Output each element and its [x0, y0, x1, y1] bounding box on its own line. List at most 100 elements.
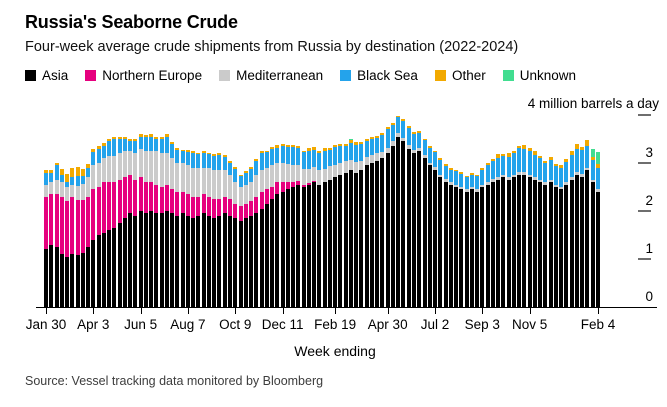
bar-segment-northern-europe: [228, 199, 232, 216]
bar-segment-asia: [401, 141, 406, 307]
bar-segment-mediterranean: [91, 165, 96, 190]
bar-segment-mediterranean: [238, 187, 243, 207]
bar-segment-mediterranean: [343, 161, 348, 173]
bar-segment-northern-europe: [149, 182, 154, 211]
bar-segment-northern-europe: [122, 177, 127, 219]
bar-segment-other: [154, 137, 159, 139]
bar-segment-asia: [107, 230, 112, 307]
bar-segment-other: [96, 146, 101, 149]
bar-segment-mediterranean: [517, 172, 522, 175]
bar-segment-black-sea: [553, 166, 558, 185]
bar-segment-black-sea: [359, 143, 364, 161]
bar-segment-other: [343, 143, 348, 146]
bar-segment-asia: [333, 177, 338, 307]
bar-segment-black-sea: [401, 120, 406, 138]
bar-segment-mediterranean: [243, 184, 248, 204]
bar-segment-unknown: [596, 151, 600, 164]
bar-segment-asia: [301, 187, 306, 307]
bar-segment-mediterranean: [522, 172, 527, 175]
bar-segment-northern-europe: [154, 184, 159, 214]
bar-segment-other: [485, 163, 490, 166]
bar-segment-asia: [464, 191, 469, 307]
bar-segment-mediterranean: [412, 149, 416, 154]
bar-segment-other: [149, 134, 154, 137]
bar-segment-northern-europe: [264, 189, 269, 204]
bar-segment-asia: [222, 213, 227, 307]
bar-segment-black-sea: [375, 138, 380, 154]
bar-segment-black-sea: [538, 158, 543, 180]
bar-segment-black-sea: [301, 152, 306, 170]
bar-segment-asia: [159, 213, 164, 307]
bar-segment-black-sea: [427, 148, 432, 163]
legend-label: Unknown: [519, 68, 576, 83]
bar-segment-asia: [164, 211, 169, 307]
bar-segment-black-sea: [574, 149, 579, 173]
bar-segment-mediterranean: [543, 182, 548, 185]
bar-segment-asia: [343, 172, 348, 307]
bar-segment-asia: [44, 249, 48, 307]
legend-item-northern-europe: Northern Europe: [85, 68, 202, 83]
bar-segment-northern-europe: [280, 182, 285, 192]
bar-segment-other: [228, 161, 232, 163]
bar-segment-black-sea: [543, 163, 548, 183]
bar-segment-northern-europe: [107, 182, 112, 231]
y-tick-label: 3: [645, 145, 653, 160]
bar-segment-asia: [270, 199, 275, 307]
bar-segment-mediterranean: [128, 151, 133, 175]
bar-segment-mediterranean: [112, 155, 117, 183]
bar-segment-black-sea: [496, 157, 501, 177]
legend-item-other: Other: [434, 68, 486, 83]
bar-segment-asia: [427, 165, 432, 307]
bar-segment-other: [138, 134, 143, 137]
bar-segment-black-sea: [49, 172, 54, 183]
bar-segment-northern-europe: [185, 194, 190, 216]
bar-segment-mediterranean: [369, 155, 374, 163]
bar-segment-black-sea: [475, 175, 480, 190]
bar-segment-mediterranean: [348, 159, 353, 171]
bar-segment-other: [412, 132, 416, 135]
bar-segment-other: [396, 115, 401, 118]
bar-segment-asia: [369, 163, 374, 307]
bar-segment-other: [422, 139, 427, 141]
bar-segment-mediterranean: [296, 164, 301, 181]
bar-segment-asia: [91, 239, 96, 307]
bar-segment-mediterranean: [44, 184, 48, 197]
bar-segment-mediterranean: [133, 153, 138, 180]
bar-segment-mediterranean: [354, 162, 359, 173]
bar-segment-mediterranean: [338, 163, 343, 175]
bar-segment-other: [522, 145, 527, 150]
bar-segment-asia: [228, 215, 232, 307]
legend-swatch-other-icon: [434, 70, 446, 81]
bar-segment-unknown: [590, 148, 595, 158]
bar-segment-mediterranean: [285, 163, 290, 183]
bar-segment-other: [170, 141, 175, 144]
bar-segment-other: [406, 125, 411, 128]
bar-segment-other: [128, 139, 133, 142]
bar-segment-other: [580, 147, 585, 150]
bar-segment-other: [564, 159, 569, 163]
bar-segment-asia: [380, 158, 385, 307]
bar-segment-asia: [553, 187, 558, 307]
bar-segment-other: [417, 131, 422, 134]
bar-segment-northern-europe: [312, 181, 317, 183]
bar-segment-mediterranean: [406, 144, 411, 149]
bar-segment-mediterranean: [480, 184, 485, 187]
bar-segment-other: [112, 136, 117, 139]
bar-segment-other: [296, 145, 301, 149]
bar-segment-asia: [185, 215, 190, 307]
x-tick-label: Apr 3: [77, 317, 110, 332]
bar-segment-mediterranean: [527, 174, 532, 178]
bar-segment-asia: [548, 182, 553, 307]
bar-segment-asia: [206, 215, 211, 307]
legend-item-black-sea: Black Sea: [340, 68, 418, 83]
bar-segment-other: [490, 158, 495, 162]
legend-label: Other: [451, 68, 486, 83]
bar-segment-mediterranean: [490, 179, 495, 183]
bar-segment-asia: [280, 191, 285, 307]
bar-segment-other: [249, 167, 254, 169]
x-tick-label: Feb 4: [580, 317, 616, 332]
y-tick-dash: [638, 162, 651, 164]
bar-segment-asia: [412, 153, 416, 307]
x-tick-label: Oct 9: [219, 317, 252, 332]
legend-label: Black Sea: [357, 68, 418, 83]
